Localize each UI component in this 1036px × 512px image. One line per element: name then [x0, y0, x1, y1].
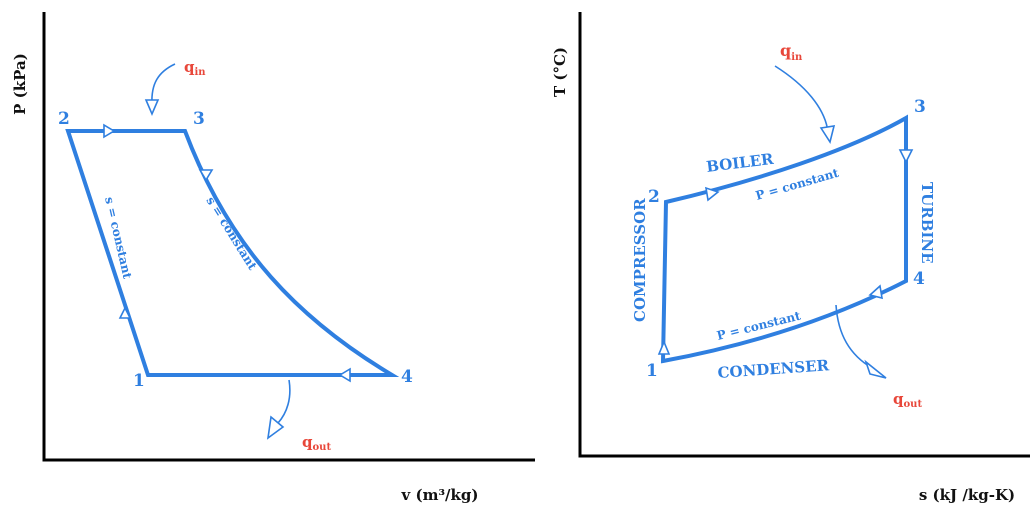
ts-arrow-4-1 [868, 284, 883, 300]
pv-arrow-1-2 [118, 306, 132, 319]
pv-axes [42, 12, 535, 462]
pv-qout-arrow [277, 379, 291, 424]
ts-qin-arrow [774, 65, 829, 133]
ts-state-3: 3 [914, 97, 926, 117]
pv-diagram: P (kPa) v (m³/kg) 1 2 3 4 s = constant s… [11, 12, 535, 504]
pv-qin-arrowhead [144, 99, 160, 117]
ts-arrow-3-4 [898, 149, 914, 164]
pv-qin-arrow [151, 63, 176, 105]
ts-qin-symbol: q [780, 41, 791, 60]
pv-state-4: 4 [401, 367, 413, 387]
ts-arrow-2-3 [704, 186, 720, 202]
ts-boiler-process-label: P = constant [754, 166, 841, 203]
ts-compressor-label: COMPRESSOR [631, 198, 649, 322]
ts-boiler-label: BOILER [705, 150, 775, 176]
pv-arrow-3-4 [198, 169, 214, 182]
pv-turbine-process-label: s = constant [203, 194, 259, 273]
ts-qin-label: qin [780, 41, 803, 63]
pv-qout-subscript: out [313, 442, 332, 453]
ts-qout-subscript: out [904, 399, 923, 410]
ts-x-axis-label: s (kJ /kg-K) [919, 486, 1015, 504]
ts-state-1: 1 [646, 361, 658, 381]
ts-qout-arrowhead [864, 359, 887, 379]
ts-turbine-label: TURBINE [918, 182, 936, 264]
pv-qout-label: qout [302, 433, 331, 453]
ts-qout-symbol: q [893, 390, 904, 408]
pv-arrow-2-3 [103, 123, 116, 139]
ts-qout-label: qout [893, 390, 922, 410]
ts-state-2: 2 [648, 187, 660, 207]
ts-state-4: 4 [913, 269, 925, 289]
pv-cycle-line [65, 129, 400, 377]
ts-axes [578, 12, 1030, 458]
ts-qout-arrow [835, 304, 873, 369]
pv-y-axis-label: P (kPa) [11, 53, 29, 115]
pv-state-2: 2 [58, 109, 70, 129]
pv-qin-symbol: q [184, 58, 195, 76]
pv-state-3: 3 [193, 109, 205, 129]
ts-y-axis-label: T (°C) [551, 47, 569, 97]
pv-qout-symbol: q [302, 433, 313, 451]
pv-arrow-4-1 [338, 367, 351, 383]
pv-qin-subscript: in [195, 67, 207, 78]
ts-condenser-label: CONDENSER [717, 356, 830, 382]
ts-qin-subscript: in [791, 52, 803, 63]
pv-qout-arrowhead [266, 415, 285, 440]
pv-state-1: 1 [133, 371, 145, 391]
pv-pump-process-label: s = constant [102, 196, 135, 281]
ts-diagram: T (°C) s (kJ /kg-K) 1 2 3 4 BOILER TURBI… [551, 12, 1030, 504]
ts-cycle-line [660, 114, 908, 364]
pv-x-axis-label: v (m³/kg) [401, 486, 479, 504]
ts-qin-arrowhead [819, 125, 836, 144]
pv-qin-label: qin [184, 58, 206, 78]
ts-arrow-1-2 [657, 339, 671, 355]
